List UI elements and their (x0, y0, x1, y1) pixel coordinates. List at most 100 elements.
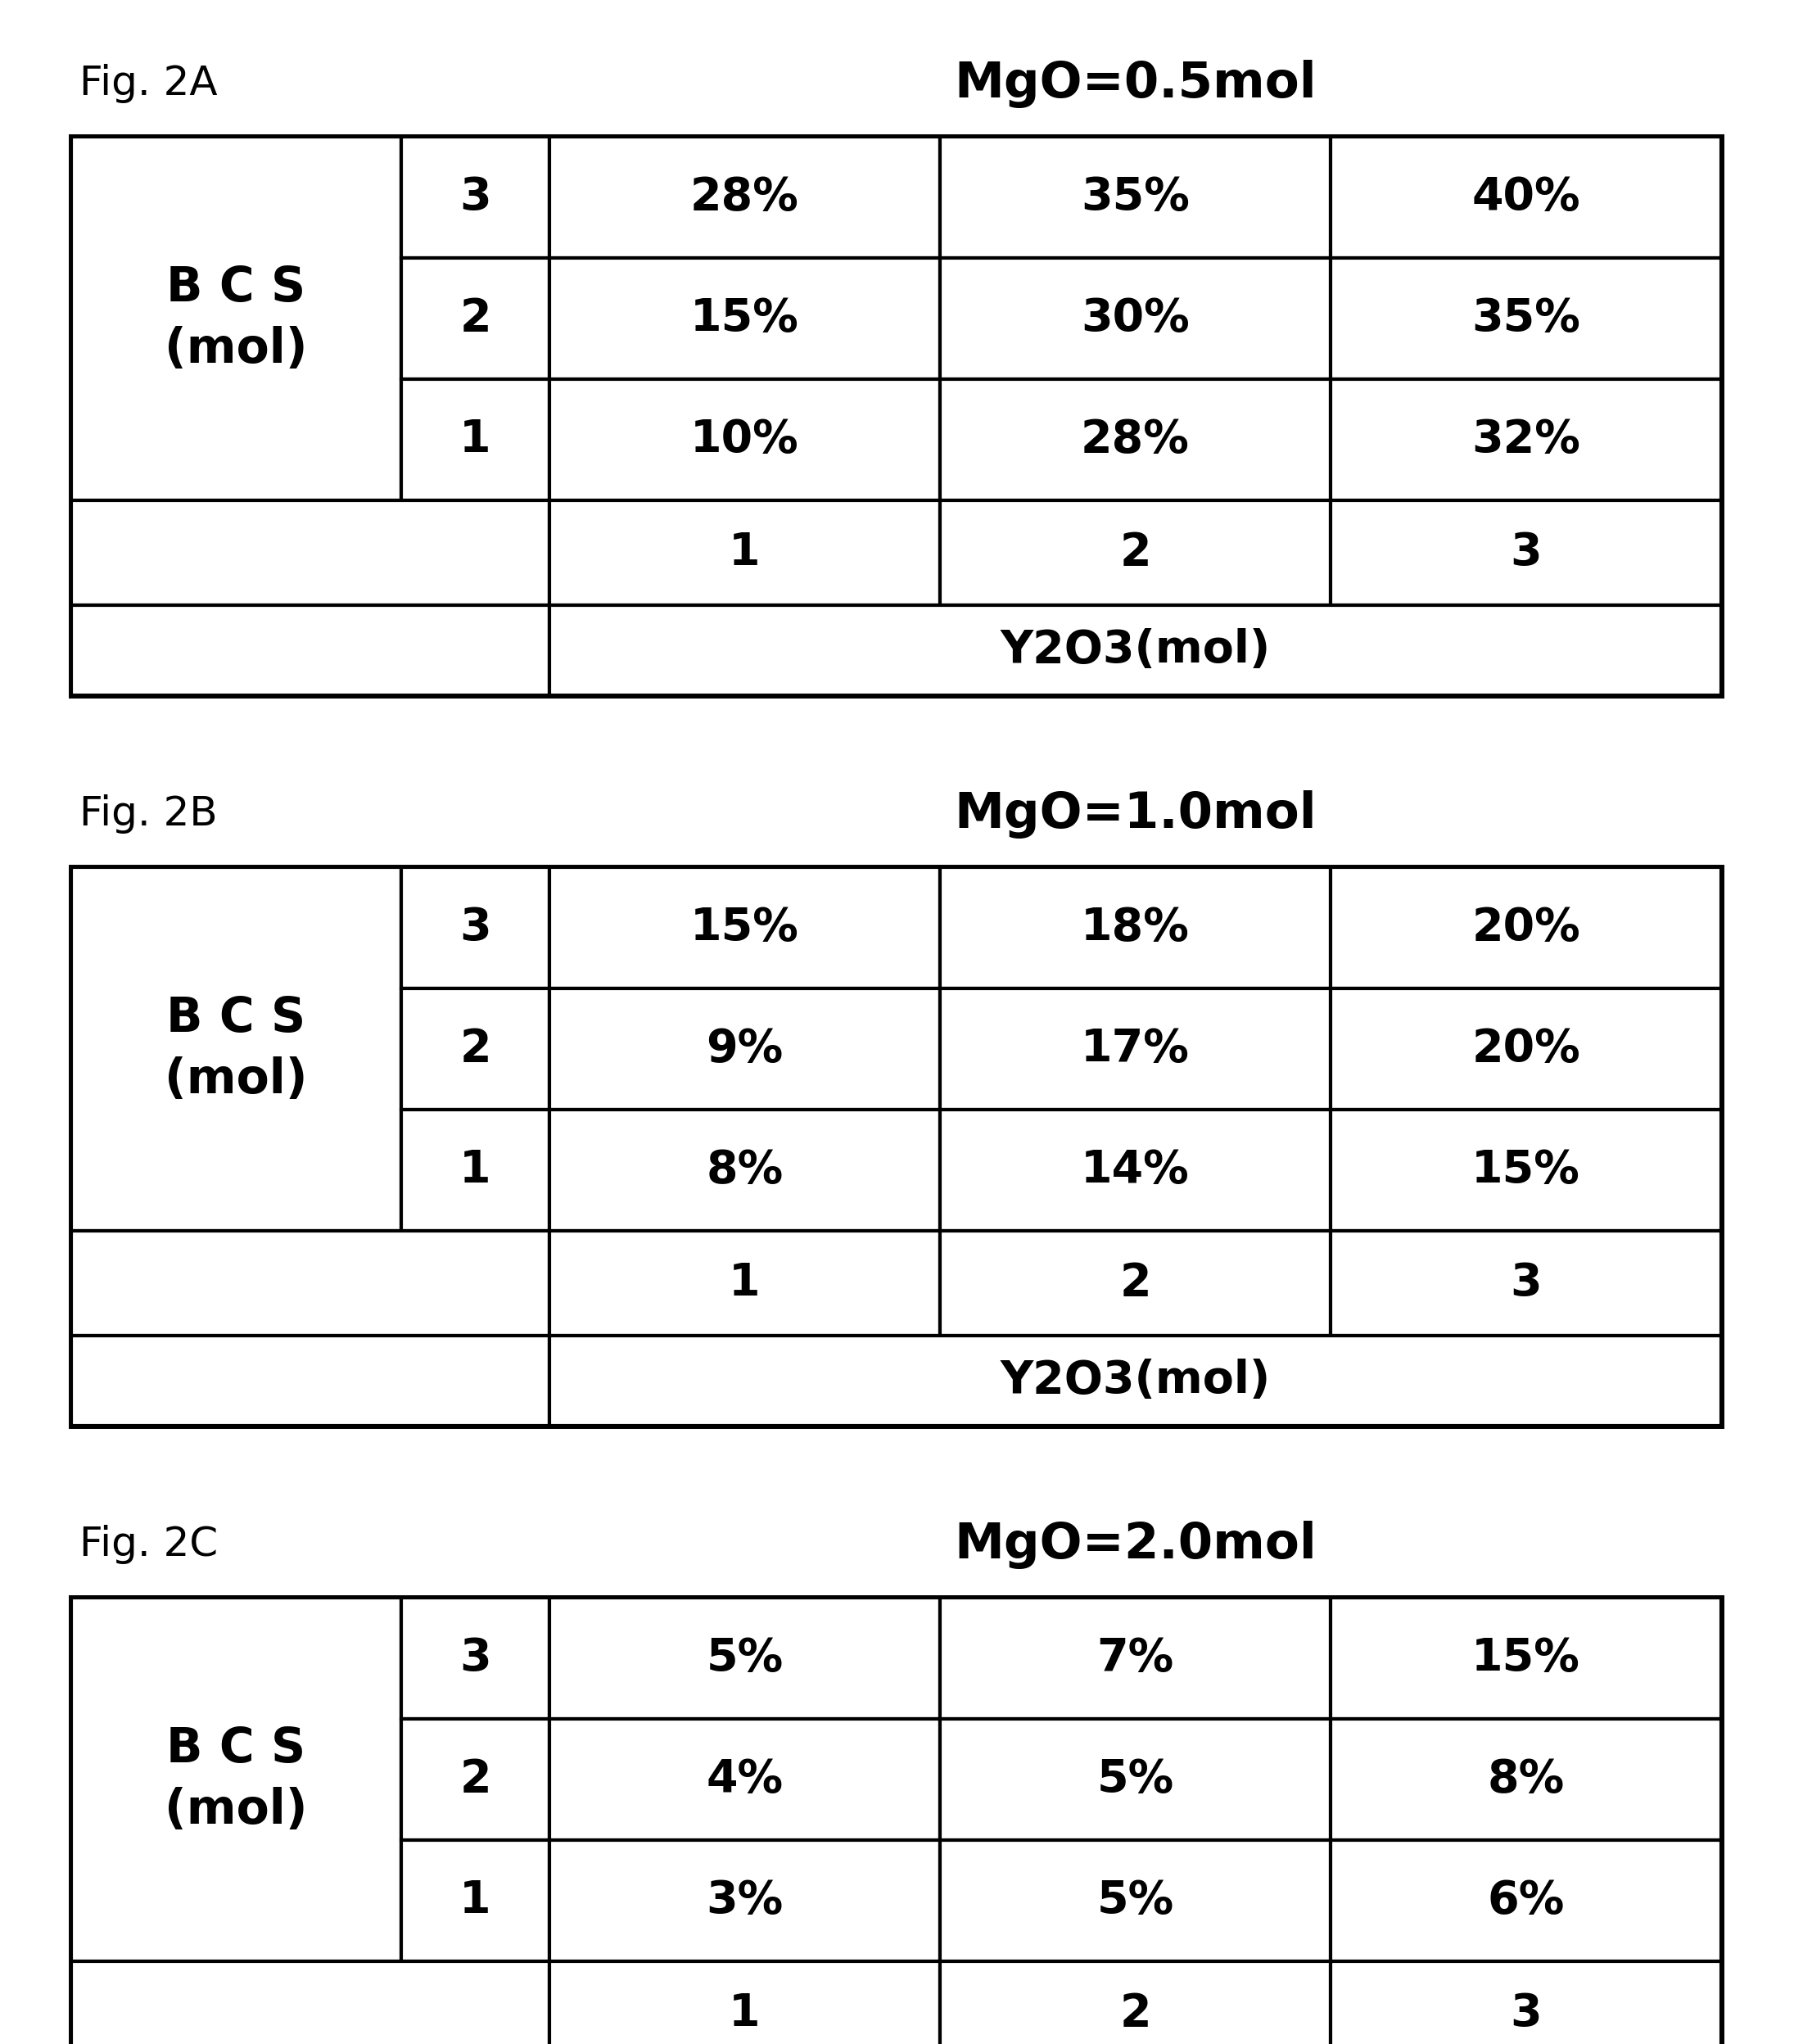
Bar (1331, 1840, 1720, 1962)
Bar (1331, 1962, 1720, 2044)
Bar (402, 1598, 549, 1719)
Text: Y2O3(mol): Y2O3(mol) (999, 1359, 1270, 1402)
Text: 20%: 20% (1471, 905, 1581, 950)
Bar (402, 1110, 549, 1230)
Text: 2: 2 (459, 1026, 492, 1071)
Bar (549, 1962, 940, 2044)
Text: 35%: 35% (1080, 176, 1189, 219)
Bar (940, 1719, 1331, 1840)
Bar (940, 378, 1331, 501)
Text: 18%: 18% (1080, 905, 1189, 950)
Text: 3: 3 (459, 1635, 492, 1680)
Bar (72, 1598, 1720, 2044)
Text: 15%: 15% (1471, 1635, 1581, 1680)
Text: Fig. 2A: Fig. 2A (79, 63, 217, 102)
Text: 20%: 20% (1471, 1026, 1581, 1071)
Text: 3: 3 (459, 176, 492, 219)
Text: 3%: 3% (707, 1878, 784, 1923)
Bar (402, 867, 549, 989)
Text: 8%: 8% (707, 1149, 784, 1192)
Bar (549, 1840, 940, 1962)
Bar (940, 1840, 1331, 1962)
Text: 1: 1 (728, 1991, 761, 2036)
Text: B C S
(mol): B C S (mol) (165, 1725, 307, 1833)
Bar (72, 1962, 549, 2044)
Bar (940, 137, 1331, 258)
Bar (1331, 1719, 1720, 1840)
Text: 3: 3 (1511, 1991, 1541, 2036)
Bar (1331, 1230, 1720, 1335)
Text: Y2O3(mol): Y2O3(mol) (999, 628, 1270, 672)
Bar (72, 1230, 549, 1335)
Text: 14%: 14% (1082, 1149, 1189, 1192)
Bar (1331, 1110, 1720, 1230)
Text: 28%: 28% (1080, 417, 1189, 462)
Bar (940, 258, 1331, 378)
Bar (402, 258, 549, 378)
Text: 1: 1 (459, 1878, 492, 1923)
Text: B C S
(mol): B C S (mol) (165, 995, 307, 1104)
Bar (549, 1335, 1720, 1427)
Text: 15%: 15% (691, 905, 798, 950)
Text: MgO=2.0mol: MgO=2.0mol (954, 1521, 1317, 1568)
Bar (1331, 258, 1720, 378)
Text: 28%: 28% (691, 176, 798, 219)
Text: B C S
(mol): B C S (mol) (165, 264, 307, 372)
Bar (1331, 867, 1720, 989)
Bar (402, 989, 549, 1110)
Bar (549, 867, 940, 989)
Bar (1331, 137, 1720, 258)
Bar (72, 501, 549, 605)
Text: 5%: 5% (1096, 1758, 1173, 1801)
Text: 2: 2 (1119, 1261, 1152, 1306)
Bar (72, 867, 402, 1230)
Text: 1: 1 (459, 417, 492, 462)
Bar (549, 1230, 940, 1335)
Text: Fig. 2C: Fig. 2C (79, 1525, 219, 1564)
Text: 1: 1 (728, 531, 761, 574)
Text: 9%: 9% (707, 1026, 784, 1071)
Bar (549, 1719, 940, 1840)
Bar (940, 501, 1331, 605)
Text: 3: 3 (459, 905, 492, 950)
Bar (72, 605, 549, 695)
Bar (1331, 378, 1720, 501)
Text: 2: 2 (459, 1758, 492, 1801)
Text: 17%: 17% (1080, 1026, 1189, 1071)
Bar (1331, 989, 1720, 1110)
Text: 35%: 35% (1471, 296, 1581, 341)
Bar (549, 1598, 940, 1719)
Text: 15%: 15% (1471, 1149, 1581, 1192)
Bar (940, 1110, 1331, 1230)
Text: 6%: 6% (1487, 1878, 1564, 1923)
Text: 1: 1 (728, 1261, 761, 1306)
Bar (72, 137, 1720, 695)
Bar (940, 1598, 1331, 1719)
Bar (940, 1230, 1331, 1335)
Bar (72, 1598, 402, 1962)
Bar (72, 137, 402, 501)
Text: 2: 2 (1119, 531, 1152, 574)
Bar (549, 605, 1720, 695)
Bar (1331, 1598, 1720, 1719)
Text: 32%: 32% (1471, 417, 1581, 462)
Text: MgO=0.5mol: MgO=0.5mol (954, 59, 1317, 108)
Text: 30%: 30% (1082, 296, 1189, 341)
Text: 3: 3 (1511, 1261, 1541, 1306)
Text: 2: 2 (1119, 1991, 1152, 2036)
Bar (940, 867, 1331, 989)
Text: 10%: 10% (691, 417, 798, 462)
Text: 3: 3 (1511, 531, 1541, 574)
Text: MgO=1.0mol: MgO=1.0mol (954, 789, 1317, 838)
Bar (549, 989, 940, 1110)
Text: 40%: 40% (1471, 176, 1581, 219)
Text: Fig. 2B: Fig. 2B (79, 795, 217, 834)
Bar (940, 1962, 1331, 2044)
Bar (549, 378, 940, 501)
Text: 5%: 5% (707, 1635, 784, 1680)
Text: 4%: 4% (707, 1758, 784, 1801)
Bar (402, 137, 549, 258)
Bar (72, 867, 1720, 1427)
Bar (549, 1110, 940, 1230)
Text: 1: 1 (459, 1149, 492, 1192)
